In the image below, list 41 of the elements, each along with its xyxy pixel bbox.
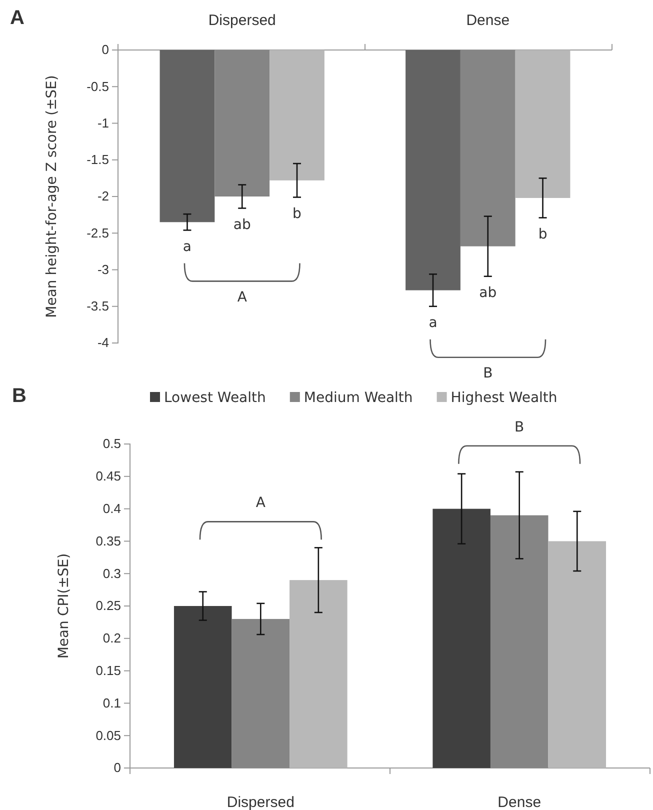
data-label: a	[428, 314, 438, 331]
y-tick-label: -2	[97, 188, 109, 204]
y-tick-label: 0.35	[96, 533, 121, 548]
y-axis-title: Mean height-for-age Z score (±SE)	[44, 75, 60, 318]
text: B	[483, 366, 493, 382]
y-tick-label: 0.2	[102, 630, 121, 646]
y-tick-label: 0.5	[102, 436, 121, 452]
y-tick-label: 0.4	[102, 500, 121, 516]
y-tick-label: 0.25	[96, 598, 121, 614]
y-tick-label: 0	[114, 760, 121, 776]
y-tick-label: -0.5	[86, 78, 109, 94]
data-label: a	[182, 238, 192, 255]
y-tick-label: -1.5	[86, 152, 109, 168]
y-tick-label: 0	[102, 42, 109, 58]
data-label: b	[292, 206, 302, 222]
legend-label: Medium Wealth	[304, 390, 413, 406]
text: B	[514, 419, 524, 436]
y-tick-label: 0.45	[96, 468, 121, 484]
data-label: b	[538, 226, 548, 242]
y-tick-label: -3	[97, 262, 109, 277]
x-tick-label: Dense	[466, 12, 510, 29]
y-tick-label: 0.05	[96, 728, 121, 743]
data-label: ab	[233, 216, 251, 233]
chart-title: A	[10, 7, 24, 29]
y-tick-label: 0.15	[96, 662, 121, 678]
y-tick-label: 0.3	[102, 566, 121, 581]
annotation: A	[237, 289, 248, 306]
annotation: A	[256, 495, 266, 512]
legend-label: Highest Wealth	[450, 390, 558, 406]
y-tick-label: -1	[97, 115, 109, 130]
x-tick-label: Dense	[498, 794, 542, 810]
chart-title: B	[12, 385, 26, 407]
data-label: ab	[479, 284, 497, 301]
y-tick-label: 0.1	[102, 695, 121, 710]
y-axis-title: Mean CPI(±SE)	[56, 553, 72, 659]
x-tick-label: Dispersed	[208, 12, 276, 29]
x-tick-label: Dispersed	[226, 794, 294, 810]
y-tick-label: -4	[97, 335, 109, 350]
y-tick-label: -2.5	[86, 225, 109, 240]
y-tick-label: -3.5	[86, 298, 109, 314]
legend-label: Lowest Wealth	[164, 390, 266, 406]
